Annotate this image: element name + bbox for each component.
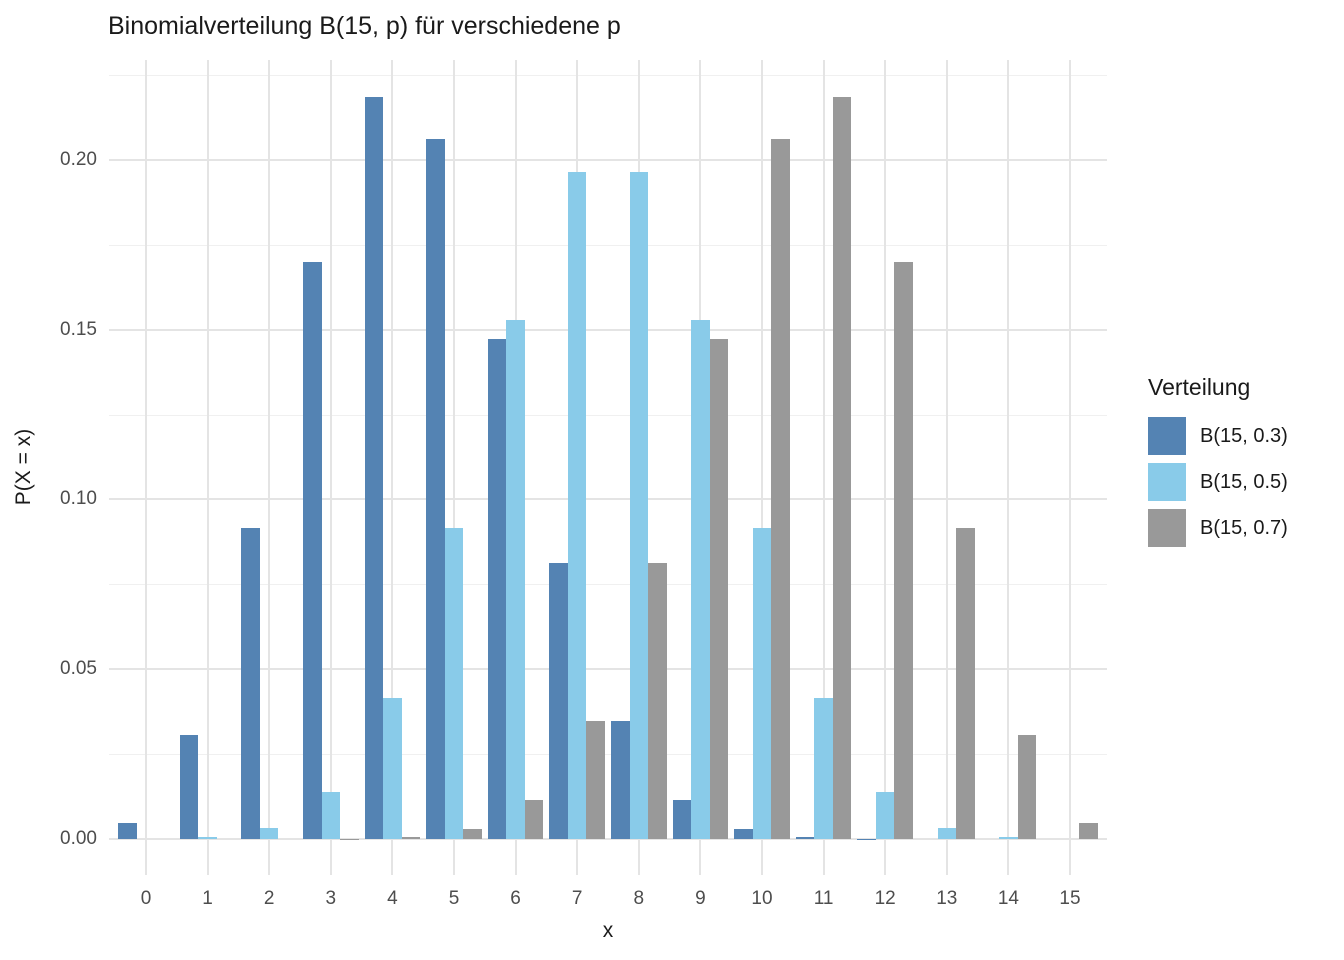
bar-150.7-x14 bbox=[1017, 735, 1037, 839]
bar-150.3-x3 bbox=[303, 261, 322, 839]
bar-150.3-x1 bbox=[179, 735, 199, 839]
bar-150.7-x5 bbox=[463, 828, 482, 839]
bar-150.5-x3 bbox=[321, 791, 341, 839]
bar-150.3-x8 bbox=[611, 720, 630, 839]
legend-label: B(15, 0.7) bbox=[1200, 516, 1288, 539]
gridline-major-horizontal bbox=[109, 498, 1107, 501]
bar-150.5-x8 bbox=[629, 172, 649, 839]
x-tick-label: 10 bbox=[751, 888, 773, 909]
x-tick-label: 5 bbox=[448, 888, 460, 909]
gridline-minor-horizontal bbox=[109, 244, 1107, 246]
gridline-major-vertical bbox=[761, 60, 763, 875]
x-axis-title: x bbox=[602, 919, 614, 942]
bar-150.7-x6 bbox=[524, 799, 544, 839]
gridline-major-vertical bbox=[391, 60, 394, 875]
bar-150.3-x0 bbox=[118, 822, 137, 839]
bar-150.7-x12 bbox=[894, 261, 913, 839]
x-tick-label: 4 bbox=[387, 888, 398, 909]
bar-150.5-x9 bbox=[691, 320, 710, 839]
x-tick-label: 12 bbox=[874, 888, 896, 909]
bar-150.7-x15 bbox=[1079, 822, 1098, 839]
bar-150.3-x6 bbox=[487, 338, 507, 839]
x-tick-label: 0 bbox=[140, 888, 152, 909]
bar-150.7-x9 bbox=[709, 338, 729, 839]
gridline-major-vertical bbox=[453, 60, 455, 875]
gridline-major-horizontal bbox=[109, 158, 1107, 161]
bar-150.7-x11 bbox=[832, 96, 852, 839]
x-tick-label: 13 bbox=[936, 888, 958, 909]
bar-150.5-x5 bbox=[444, 527, 464, 839]
x-tick-label: 3 bbox=[325, 888, 337, 909]
gridline-major-vertical bbox=[822, 60, 825, 875]
gridline-major-horizontal bbox=[109, 838, 1107, 840]
bar-150.5-x4 bbox=[383, 697, 402, 839]
gridline-major-vertical bbox=[1007, 60, 1010, 875]
x-tick-label: 9 bbox=[695, 888, 706, 909]
legend: Verteilung B(15, 0.3) B(15, 0.5) B(15, 0.7… bbox=[1148, 374, 1338, 555]
bar-150.5-x14 bbox=[999, 837, 1018, 839]
legend-label: B(15, 0.5) bbox=[1200, 470, 1288, 493]
legend-key-swatch bbox=[1148, 417, 1186, 455]
gridline-major-vertical bbox=[268, 60, 271, 875]
legend-key-swatch bbox=[1148, 463, 1186, 501]
bar-150.5-x2 bbox=[259, 828, 279, 839]
x-tick-label: 1 bbox=[202, 888, 213, 909]
chart-title: Binomialverteilung B(15, p) für verschie… bbox=[108, 12, 621, 40]
x-tick-label: 8 bbox=[633, 888, 645, 909]
y-tick-label: 0.15 bbox=[60, 318, 97, 340]
bar-150.5-x10 bbox=[752, 527, 772, 839]
x-tick-label: 15 bbox=[1059, 888, 1081, 909]
plot-panel bbox=[109, 60, 1107, 875]
y-tick-label: 0.20 bbox=[60, 148, 97, 170]
gridline-minor-horizontal bbox=[109, 584, 1107, 586]
gridline-minor-horizontal bbox=[109, 754, 1107, 756]
x-tick-label: 2 bbox=[263, 888, 275, 909]
gridline-major-horizontal bbox=[109, 328, 1107, 331]
bar-150.7-x13 bbox=[956, 528, 975, 839]
bar-150.5-x12 bbox=[875, 791, 895, 839]
bar-150.5-x11 bbox=[814, 697, 833, 839]
bar-150.5-x7 bbox=[567, 172, 587, 839]
bar-150.3-x11 bbox=[795, 837, 815, 839]
gridline-major-vertical bbox=[329, 60, 332, 875]
bar-150.7-x10 bbox=[771, 138, 790, 839]
bar-150.7-x8 bbox=[648, 563, 667, 839]
y-tick-label: 0.00 bbox=[60, 828, 97, 849]
legend-title: Verteilung bbox=[1148, 374, 1251, 400]
legend-item: B(15, 0.7) bbox=[1148, 509, 1338, 547]
gridline-minor-horizontal bbox=[109, 74, 1107, 76]
legend-items: B(15, 0.3) B(15, 0.5) B(15, 0.7) bbox=[1148, 417, 1338, 547]
legend-label: B(15, 0.3) bbox=[1200, 424, 1288, 447]
x-tick-label: 6 bbox=[510, 888, 521, 909]
gridline-major-horizontal bbox=[109, 668, 1107, 671]
legend-item: B(15, 0.5) bbox=[1148, 463, 1338, 501]
bar-150.5-x6 bbox=[506, 320, 525, 839]
gridline-major-vertical bbox=[1069, 60, 1071, 875]
gridline-major-vertical bbox=[884, 60, 887, 875]
legend-key-swatch bbox=[1148, 509, 1186, 547]
bar-150.5-x13 bbox=[937, 828, 957, 839]
bar-150.3-x9 bbox=[672, 799, 692, 839]
bar-150.7-x4 bbox=[401, 837, 421, 839]
x-tick-label: 7 bbox=[571, 888, 583, 909]
gridline-major-vertical bbox=[206, 60, 209, 875]
bar-150.3-x2 bbox=[241, 528, 260, 839]
y-tick-label: 0.05 bbox=[60, 658, 97, 680]
bar-150.3-x7 bbox=[549, 563, 568, 839]
bar-150.5-x1 bbox=[198, 837, 217, 839]
bar-150.3-x10 bbox=[734, 828, 753, 839]
x-tick-label: 14 bbox=[997, 888, 1019, 909]
x-tick-label: 11 bbox=[813, 888, 834, 909]
bar-150.7-x7 bbox=[586, 720, 605, 839]
bar-150.3-x4 bbox=[364, 96, 384, 839]
y-tick-label: 0.10 bbox=[60, 488, 97, 510]
legend-item: B(15, 0.3) bbox=[1148, 417, 1338, 455]
gridline-minor-horizontal bbox=[109, 414, 1107, 416]
gridline-major-vertical bbox=[945, 60, 948, 875]
bar-150.3-x5 bbox=[426, 138, 445, 839]
gridline-major-vertical bbox=[145, 60, 147, 875]
